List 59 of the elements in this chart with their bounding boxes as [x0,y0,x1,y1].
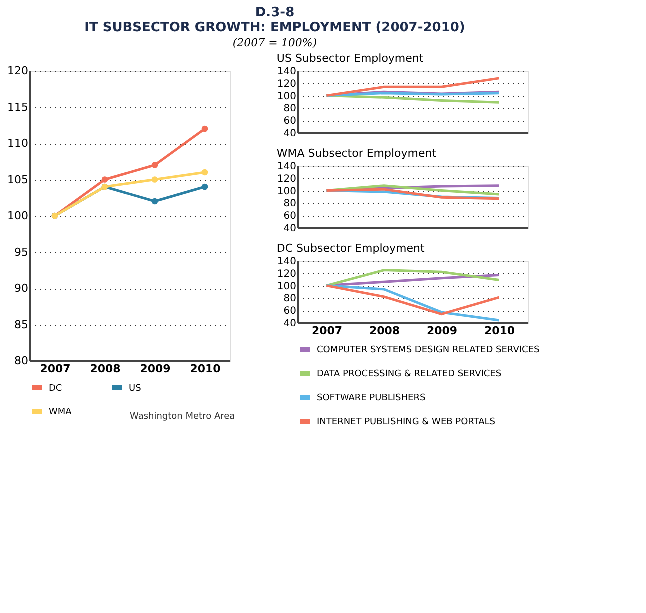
chart-title: US Subsector Employment [276,52,424,65]
chart-title: DC Subsector Employment [276,242,426,255]
y-tick-label: 95 [14,246,28,259]
legend-label: SOFTWARE PUBLISHERS [317,394,426,404]
point [152,176,158,183]
y-tick-label: 140 [277,66,296,78]
y-tick-label: 120 [277,268,296,280]
x-tick-label: 2009 [426,324,458,338]
legend-label: US [129,384,142,394]
y-tick-label: 120 [277,174,296,185]
y-tick-label: 105 [8,173,28,186]
point [152,162,158,168]
point [202,184,208,190]
line-series [326,269,500,288]
x-tick-label: 2010 [484,324,516,338]
legend-label: COMPUTER SYSTEMS DESIGN RELATED SERVICES [317,346,540,356]
y-tick-label: 120 [8,64,28,78]
y-tick-label: 40 [284,224,296,234]
y-tick-label: 120 [277,78,296,90]
text: (2007 = 100%) [232,36,318,50]
y-tick-label: 115 [8,100,28,114]
x-tick-label: 2007 [312,324,343,338]
x-tick-label: 2009 [140,362,171,376]
y-tick-label: 40 [284,128,296,140]
legend-label: INTERNET PUBLISHING & WEB PORTALS [317,418,496,428]
y-tick-label: 100 [277,186,296,198]
y-tick-label: 140 [277,162,296,172]
x-tick-label: 2008 [369,324,400,338]
chart-title: WMA Subsector Employment [276,147,438,160]
y-tick-label: 80 [284,198,296,210]
x-tick-label: 2010 [190,362,222,376]
point [102,176,108,183]
y-tick-label: 90 [14,282,28,295]
text: D.3-8 [255,6,295,20]
y-tick-label: 80 [284,294,296,305]
text: Washington Metro Area [130,412,236,422]
y-tick-label: 60 [284,306,296,318]
text: IT SUBSECTOR GROWTH: EMPLOYMENT (2007-2010) [84,20,466,36]
y-tick-label: 80 [284,104,296,115]
y-tick-label: 80 [14,354,28,368]
legend-label: WMA [49,408,73,418]
point [152,198,158,205]
y-tick-label: 100 [8,210,28,222]
point [202,169,208,176]
y-tick-label: 60 [284,211,296,222]
y-tick-label: 100 [277,91,296,102]
point [202,126,208,132]
y-tick-label: 40 [284,318,296,330]
y-tick-label: 60 [284,116,296,128]
line-series [326,284,500,316]
y-tick-label: 100 [277,281,296,292]
y-tick-label: 140 [277,256,296,268]
legend-label: DATA PROCESSING & RELATED SERVICES [317,370,502,380]
line-series [326,284,500,322]
y-tick-label: 85 [14,318,28,332]
legend-label: DC [49,384,62,394]
x-tick-label: 2007 [40,362,71,376]
x-tick-label: 2008 [90,362,121,376]
y-tick-label: 110 [8,137,28,150]
